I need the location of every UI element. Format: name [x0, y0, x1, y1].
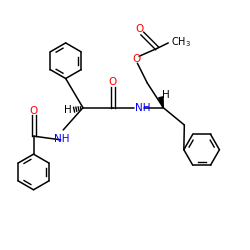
Text: O: O [136, 24, 144, 34]
Text: H: H [64, 105, 72, 115]
Text: CH$_3$: CH$_3$ [171, 35, 191, 49]
Text: H: H [162, 90, 170, 100]
Text: O: O [30, 106, 38, 116]
Text: O: O [132, 54, 140, 64]
Text: NH: NH [135, 103, 150, 113]
Polygon shape [159, 97, 163, 108]
Text: NH: NH [54, 134, 70, 144]
Text: O: O [108, 77, 117, 87]
